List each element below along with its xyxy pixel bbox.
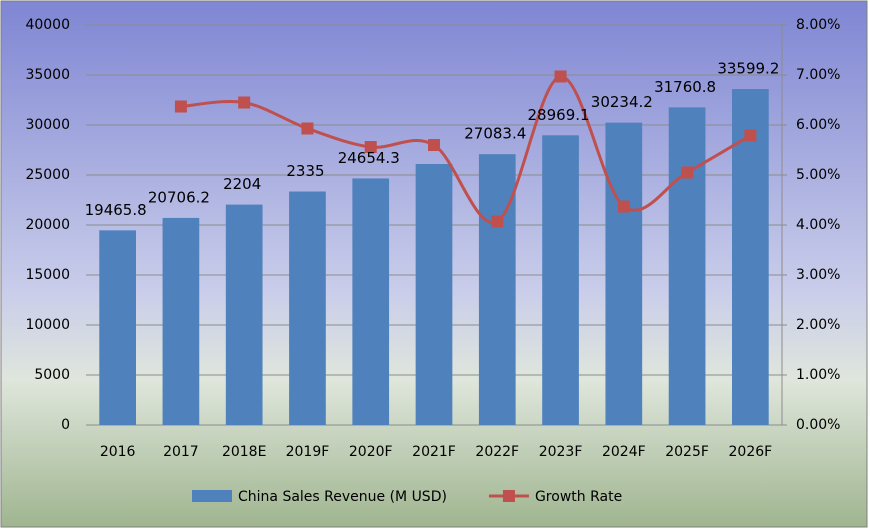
y2-tick-label: 0.00% bbox=[796, 417, 840, 433]
x-tick-label: 2018E bbox=[222, 444, 266, 460]
bar bbox=[162, 217, 200, 425]
data-label: 28969.1 bbox=[528, 106, 590, 124]
legend-label: Growth Rate bbox=[535, 489, 622, 505]
bar bbox=[289, 191, 326, 425]
legend-swatch bbox=[502, 490, 515, 502]
legend-label: China Sales Revenue (M USD) bbox=[238, 489, 447, 505]
data-label: 2335 bbox=[286, 162, 324, 180]
line-marker bbox=[617, 200, 630, 213]
y-tick-label: 15000 bbox=[25, 267, 70, 283]
line-marker bbox=[491, 215, 504, 228]
line-marker bbox=[364, 141, 377, 153]
bar bbox=[225, 204, 263, 425]
y2-tick-label: 7.00% bbox=[796, 67, 840, 83]
line-marker bbox=[554, 70, 567, 83]
y2-tick-label: 2.00% bbox=[796, 317, 840, 333]
bar bbox=[352, 178, 390, 425]
line-marker bbox=[428, 139, 440, 151]
x-tick-label: 2017 bbox=[163, 444, 199, 460]
data-label: 19465.8 bbox=[85, 201, 147, 219]
x-tick-label: 2020F bbox=[349, 444, 393, 460]
x-tick-label: 2025F bbox=[665, 444, 709, 460]
bar bbox=[99, 230, 136, 425]
y-tick-label: 25000 bbox=[25, 167, 70, 183]
y2-tick-label: 4.00% bbox=[796, 217, 840, 233]
y2-tick-label: 1.00% bbox=[796, 367, 840, 383]
bar bbox=[668, 107, 706, 425]
x-tick-label: 2019F bbox=[286, 444, 330, 460]
y-tick-label: 10000 bbox=[25, 317, 70, 333]
x-tick-label: 2021F bbox=[412, 444, 456, 460]
bar bbox=[542, 135, 579, 425]
x-tick-label: 2023F bbox=[539, 444, 583, 460]
y-tick-label: 40000 bbox=[25, 17, 70, 33]
y2-tick-label: 3.00% bbox=[796, 267, 840, 283]
data-label: 30234.2 bbox=[591, 93, 653, 111]
bar bbox=[415, 164, 453, 425]
y-tick-label: 35000 bbox=[25, 67, 70, 83]
x-tick-label: 2016 bbox=[100, 444, 136, 460]
y-tick-label: 20000 bbox=[25, 217, 70, 233]
line-marker bbox=[301, 122, 314, 135]
data-label: 24654.3 bbox=[338, 149, 400, 167]
data-label: 31760.8 bbox=[654, 78, 716, 96]
data-label: 33599.2 bbox=[717, 60, 779, 78]
y-tick-label: 30000 bbox=[25, 117, 70, 133]
data-label: 20706.2 bbox=[148, 188, 210, 206]
y-tick-label: 5000 bbox=[34, 367, 70, 383]
y2-tick-label: 5.00% bbox=[796, 167, 840, 183]
bar bbox=[732, 89, 769, 426]
bar bbox=[605, 122, 643, 426]
line-marker bbox=[744, 129, 757, 142]
data-label: 2204 bbox=[223, 175, 261, 193]
y2-tick-label: 6.00% bbox=[796, 117, 840, 133]
y-tick-label: 0 bbox=[61, 417, 70, 433]
line-marker bbox=[238, 96, 251, 109]
legend-swatch bbox=[192, 490, 232, 502]
x-tick-label: 2026F bbox=[729, 444, 773, 460]
bar bbox=[478, 154, 516, 425]
line-marker bbox=[681, 166, 694, 179]
line-marker bbox=[174, 100, 187, 113]
data-label: 27083.4 bbox=[464, 125, 526, 143]
x-tick-label: 2024F bbox=[602, 444, 646, 460]
y2-tick-label: 8.00% bbox=[796, 17, 840, 33]
x-tick-label: 2022F bbox=[475, 444, 519, 460]
